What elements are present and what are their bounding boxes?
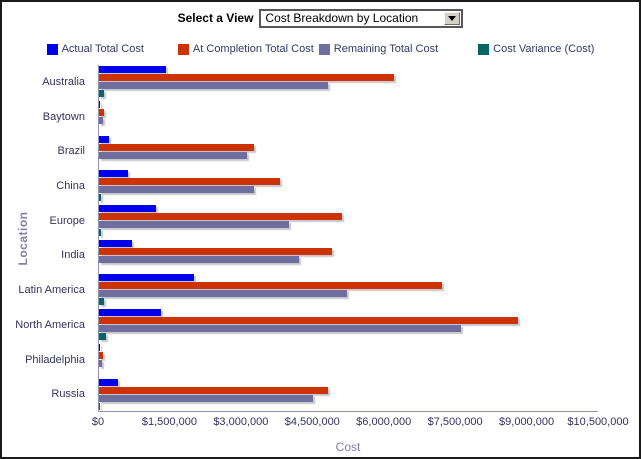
bar [99, 394, 313, 402]
legend-swatch-icon [46, 43, 58, 55]
bar-group [99, 169, 598, 204]
bar [99, 170, 128, 178]
view-dropdown-value: Cost Breakdown by Location [265, 11, 419, 25]
x-axis-title: Cost [335, 440, 361, 454]
bar [99, 239, 132, 247]
bar-chart: Location Australia Baytown Brazil China Euro… [10, 65, 635, 454]
bar [99, 221, 289, 229]
legend-swatch-icon [318, 43, 330, 55]
category-label: Russia [51, 388, 85, 401]
category-label: Baytown [42, 110, 85, 123]
bar [99, 333, 106, 341]
bar [99, 186, 254, 194]
bar [99, 325, 461, 333]
legend-label: Remaining Total Cost [333, 43, 439, 55]
view-selector-bar: Select a View Cost Breakdown by Location [2, 7, 639, 29]
plot-area [98, 65, 598, 412]
select-a-view-label: Select a View [177, 11, 254, 25]
bar [99, 274, 194, 282]
bar [99, 109, 104, 117]
bar [99, 213, 342, 221]
category-label: Brazil [57, 145, 85, 158]
category-label: Philadelphia [25, 353, 85, 366]
bar [99, 378, 118, 386]
bar-group [99, 100, 598, 135]
bar [99, 194, 101, 202]
legend-item-3: Remaining Total Cost [318, 43, 439, 55]
bar-group [99, 343, 598, 378]
legend-label: At Completion Total Cost [192, 43, 314, 55]
category-label: North America [15, 318, 85, 331]
bar-group [99, 308, 598, 343]
bar [99, 309, 161, 317]
bar [99, 247, 332, 255]
bar-group [99, 65, 598, 100]
view-dropdown[interactable]: Cost Breakdown by Location [259, 8, 464, 28]
bar [99, 178, 280, 186]
x-tick-label: $3,000,000 [213, 416, 269, 428]
legend-swatch-icon [177, 43, 189, 55]
legend-label: Actual Total Cost [61, 43, 144, 55]
legend-swatch-icon [478, 43, 490, 55]
legend-label: Cost Variance (Cost) [493, 43, 595, 55]
bar [99, 101, 100, 109]
bar [99, 90, 104, 98]
legend-item-1: Actual Total Cost [46, 43, 144, 55]
bar [99, 255, 299, 263]
chevron-down-icon [448, 15, 457, 21]
bar [99, 386, 328, 394]
bar [99, 143, 254, 151]
x-tick-label: $6,000,000 [356, 416, 412, 428]
bar [99, 74, 394, 82]
bar [99, 135, 109, 143]
category-label: China [56, 180, 85, 193]
bar [99, 359, 102, 367]
bar-group [99, 377, 598, 412]
legend-item-4: Cost Variance (Cost) [478, 43, 594, 55]
bar [99, 402, 100, 410]
bar [99, 282, 442, 290]
bar [99, 290, 347, 298]
bar-group [99, 273, 598, 308]
category-label: Europe [49, 214, 85, 227]
bar-group [99, 238, 598, 273]
bar [99, 298, 104, 306]
bar [99, 351, 103, 359]
chart-legend: Actual Total Cost At Completion Total Cos… [2, 41, 639, 57]
x-tick-label: $1,500,000 [141, 416, 197, 428]
category-label: Latin America [18, 284, 85, 297]
category-label: India [61, 249, 85, 262]
legend-item-2: At Completion Total Cost [177, 43, 314, 55]
x-tick-label: $7,500,000 [427, 416, 483, 428]
bar [99, 343, 100, 351]
bar [99, 205, 156, 213]
bar [99, 151, 247, 159]
bar-group [99, 204, 598, 239]
bar-group [99, 134, 598, 169]
x-tick-label: $10,500,000 [567, 416, 629, 428]
x-tick-label: $9,000,000 [499, 416, 555, 428]
x-tick-label: $4,500,000 [284, 416, 340, 428]
bar [99, 317, 518, 325]
dropdown-arrow-button[interactable] [444, 11, 461, 25]
bar [99, 66, 166, 74]
x-tick-label: $0 [91, 416, 105, 428]
y-axis-category-labels: Australia Baytown Brazil China Europe India La… [10, 65, 92, 412]
bar [99, 229, 101, 237]
x-axis-tick-labels: $0 $1,500,000 $3,000,000 $4,500,000 $6,000,0… [92, 416, 629, 430]
bar [99, 117, 103, 125]
bar [99, 82, 328, 90]
category-label: Australia [42, 76, 85, 89]
